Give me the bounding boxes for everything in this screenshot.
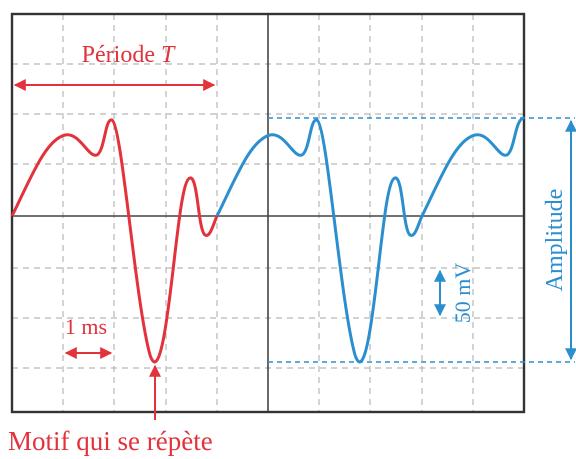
period-text: Période xyxy=(82,42,161,68)
time-label: 1 ms xyxy=(65,314,107,339)
period-symbol: T xyxy=(161,42,176,68)
motif-waveform xyxy=(10,118,219,364)
grid xyxy=(10,12,526,414)
motif-label: Motif qui se répète xyxy=(8,426,213,456)
voltage-label: 50 mV xyxy=(450,263,475,324)
amplitude-label: Amplitude xyxy=(542,189,568,292)
period-label: Période T xyxy=(82,42,176,68)
repeated-waveform xyxy=(215,116,525,364)
